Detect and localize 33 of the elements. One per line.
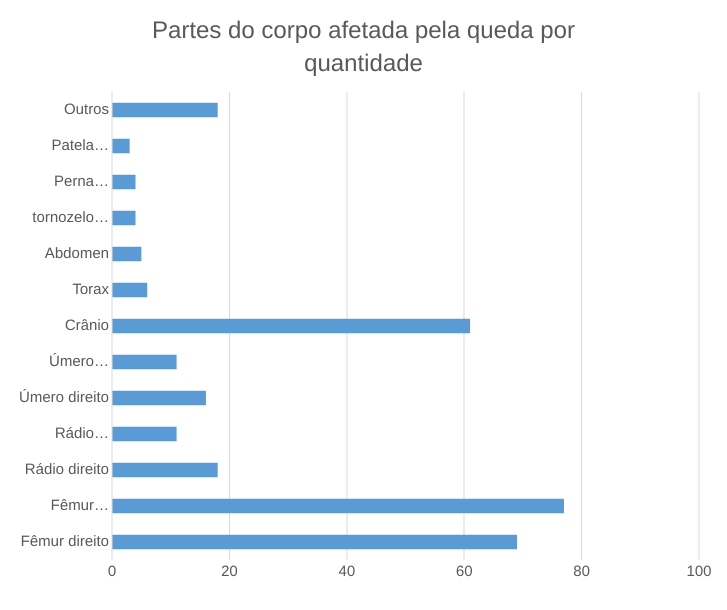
y-tick-label: Fêmur… — [50, 497, 110, 514]
bar — [112, 282, 148, 298]
bar — [112, 138, 130, 154]
bar — [112, 174, 136, 190]
y-tick-label: Crânio — [64, 317, 110, 334]
bar — [112, 210, 136, 226]
y-tick-label: Perna… — [54, 173, 110, 190]
y-tick-label: Úmero… — [49, 352, 110, 370]
y-tick-label: Rádio… — [54, 425, 110, 442]
bar — [112, 390, 206, 406]
y-tick-label: Patela… — [51, 137, 110, 154]
x-tick-label: 0 — [108, 563, 116, 580]
y-tick-label: Fêmur direito — [20, 533, 110, 550]
y-tick-label: Abdomen — [44, 245, 110, 262]
y-tick-label: Rádio direito — [24, 461, 110, 478]
bar — [112, 102, 218, 118]
y-tick-label: Torax — [72, 281, 110, 298]
bar — [112, 534, 518, 550]
y-tick-label: Úmero direito — [19, 388, 110, 406]
bar — [112, 426, 177, 442]
y-tick-label: tornozelo… — [32, 209, 110, 226]
x-tick-label: 20 — [221, 563, 238, 580]
x-tick-label: 60 — [456, 563, 473, 580]
bar — [112, 318, 470, 334]
chart-title: Partes do corpo afetada pela queda por quantidade — [151, 16, 576, 79]
y-tick-label: Outros — [64, 101, 110, 118]
x-tick-label: 80 — [573, 563, 590, 580]
bar — [112, 462, 218, 478]
bar — [112, 354, 177, 370]
bar — [112, 246, 142, 262]
bar — [112, 498, 564, 514]
x-tick-label: 40 — [338, 563, 356, 580]
x-tick-label: 100 — [686, 563, 712, 580]
